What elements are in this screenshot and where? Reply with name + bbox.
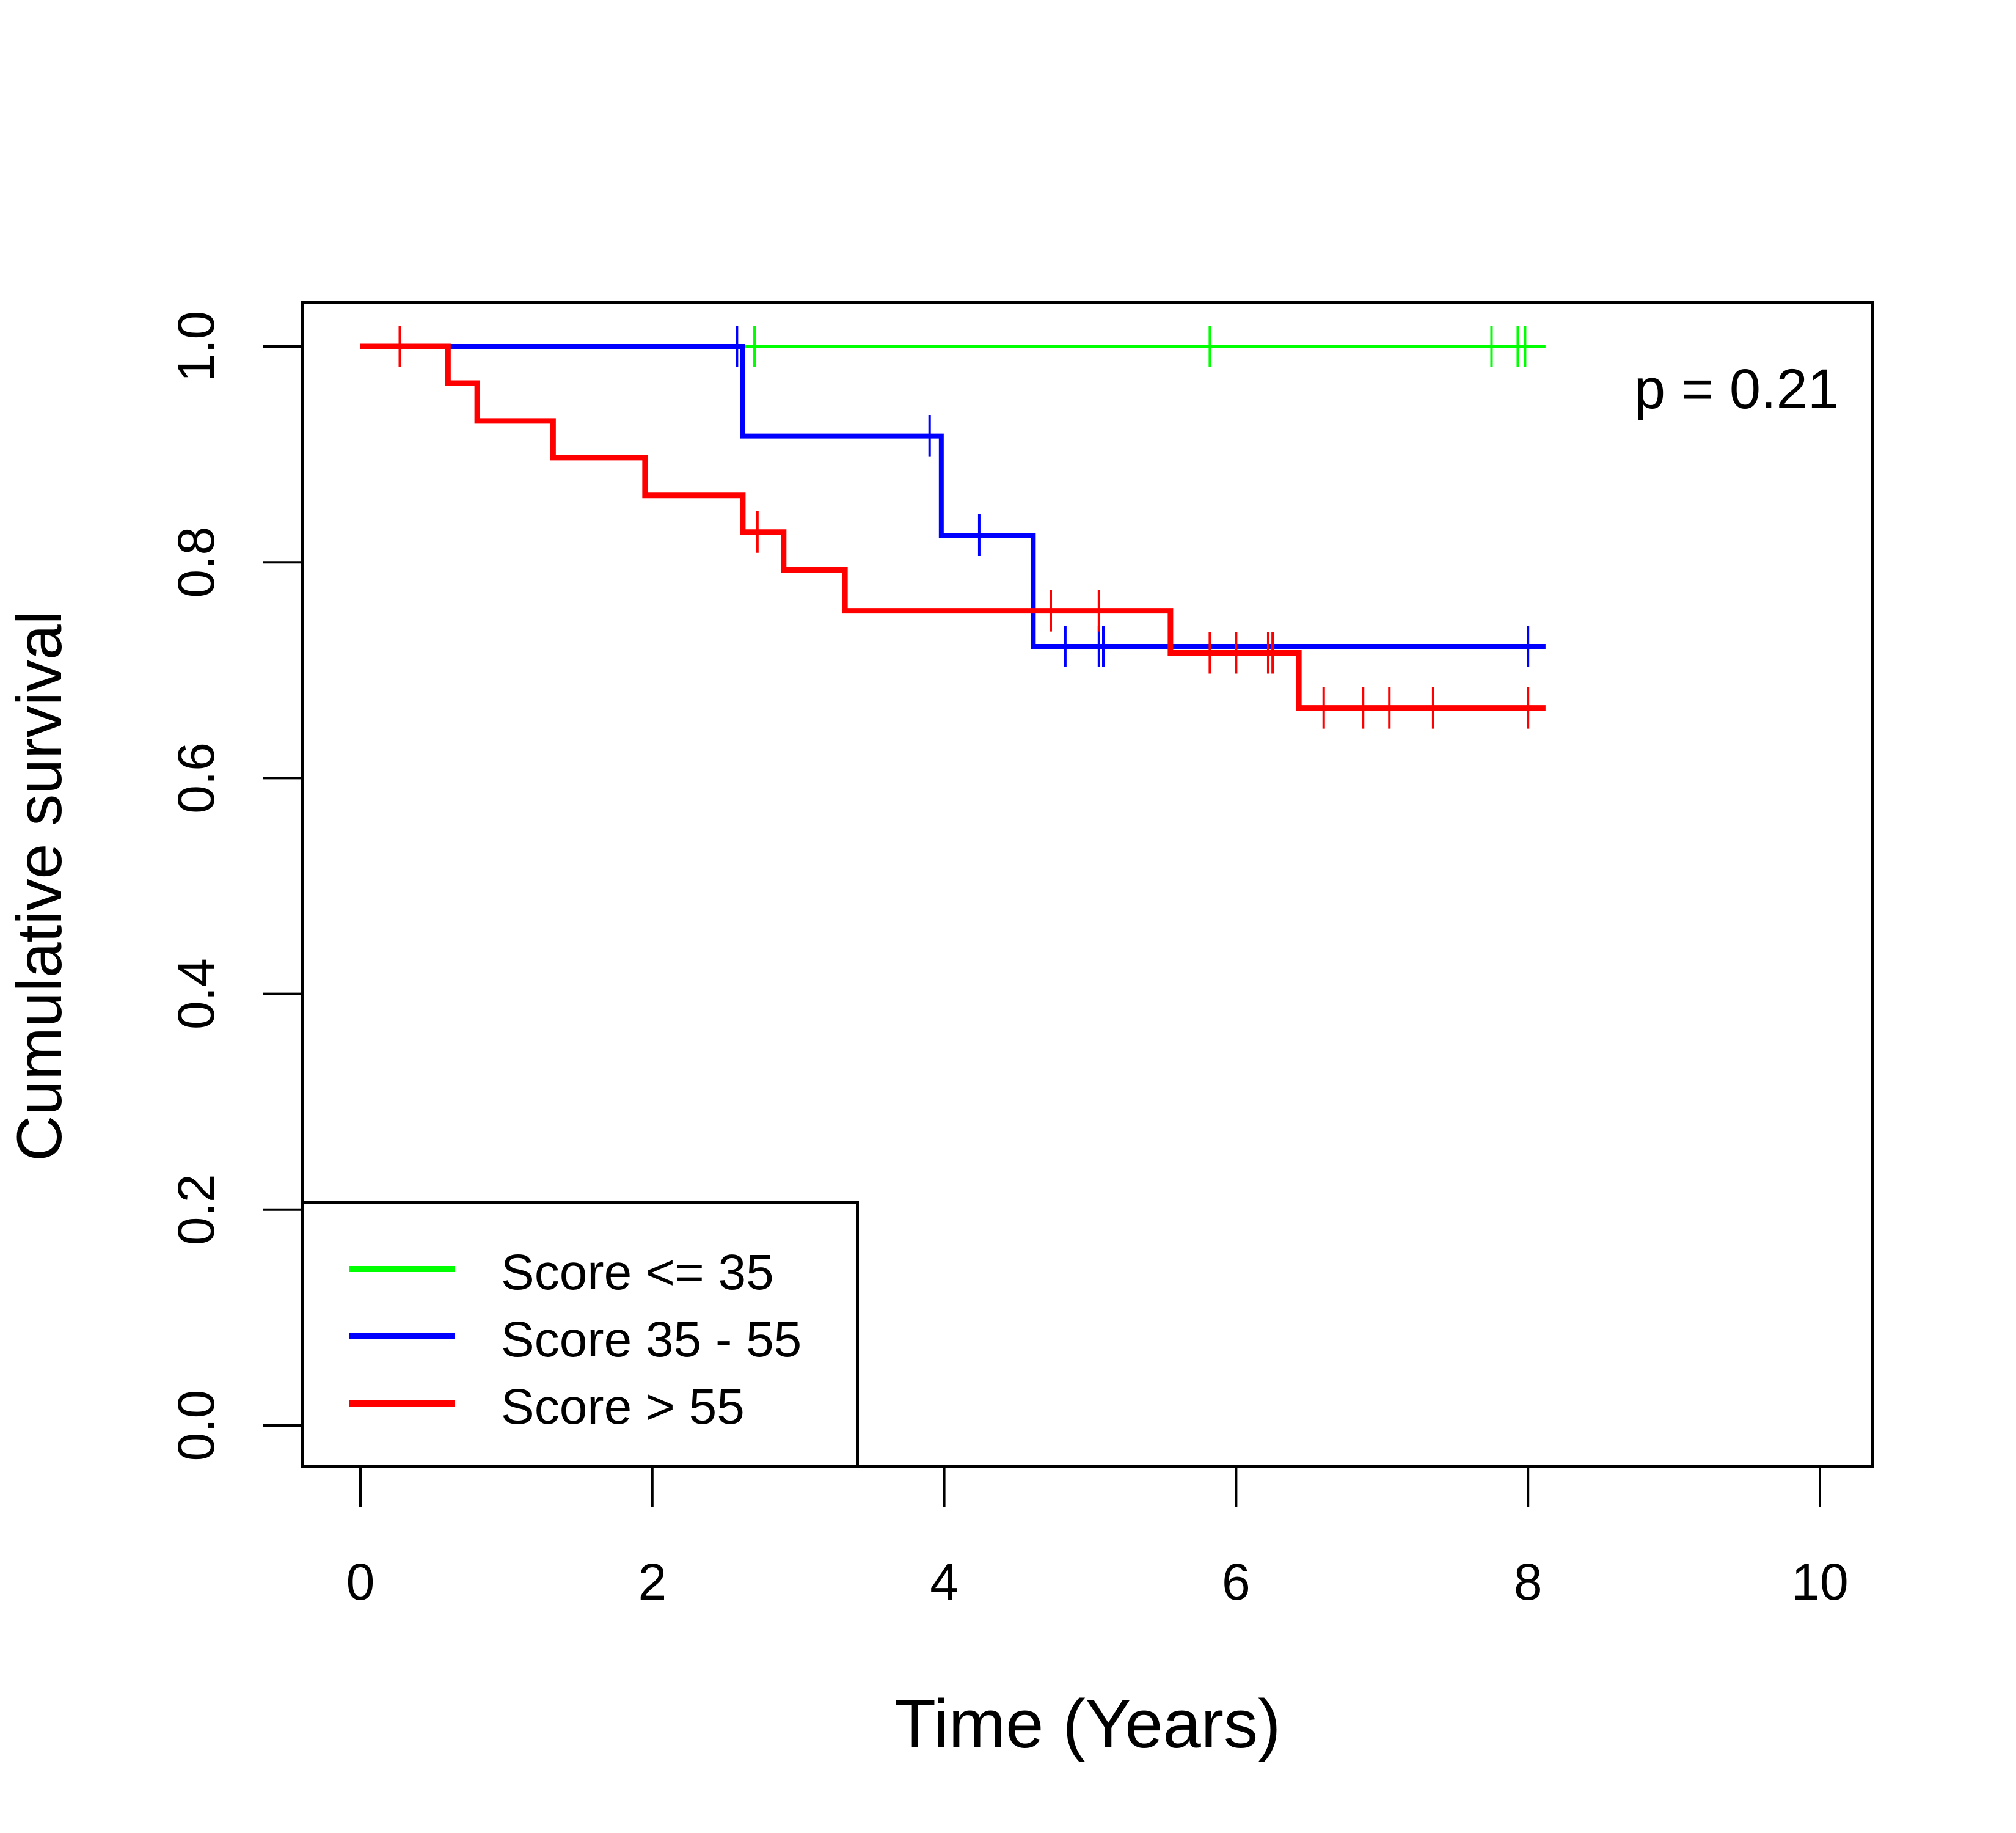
y-tick-label: 0.0 bbox=[167, 1390, 225, 1462]
legend: Score <= 35 Score 35 - 55 Score > 55 bbox=[301, 1201, 859, 1468]
y-axis: 0.0 0.2 0.4 0.6 0.8 1.0 bbox=[167, 311, 304, 1462]
y-tick-label: 0.4 bbox=[167, 958, 225, 1030]
x-tick-label: 8 bbox=[1514, 1553, 1543, 1611]
series-layer bbox=[360, 326, 1546, 729]
legend-label: Score <= 35 bbox=[501, 1245, 774, 1300]
x-tick-label: 2 bbox=[638, 1553, 667, 1611]
y-axis-label: Cumulative survival bbox=[4, 610, 75, 1162]
x-axis: 0 2 4 6 8 10 bbox=[346, 1465, 1849, 1611]
series-3 bbox=[360, 326, 1546, 729]
y-tick-label: 0.6 bbox=[167, 742, 225, 814]
y-tick-label: 0.2 bbox=[167, 1174, 225, 1245]
y-tick-label: 0.8 bbox=[167, 527, 225, 598]
y-tick-label: 1.0 bbox=[167, 311, 225, 382]
survival-curve bbox=[360, 344, 1546, 649]
x-tick-label: 10 bbox=[1791, 1553, 1848, 1611]
x-tick-label: 4 bbox=[930, 1553, 959, 1611]
x-tick-label: 6 bbox=[1222, 1553, 1251, 1611]
p-value-annotation: p = 0.21 bbox=[1634, 358, 1839, 420]
series-2 bbox=[360, 326, 1546, 667]
legend-label: Score > 55 bbox=[501, 1379, 745, 1435]
x-tick-label: 0 bbox=[346, 1553, 375, 1611]
x-axis-label: Time (Years) bbox=[894, 1686, 1281, 1762]
survival-curve bbox=[360, 343, 1546, 711]
legend-label: Score 35 - 55 bbox=[501, 1312, 802, 1367]
